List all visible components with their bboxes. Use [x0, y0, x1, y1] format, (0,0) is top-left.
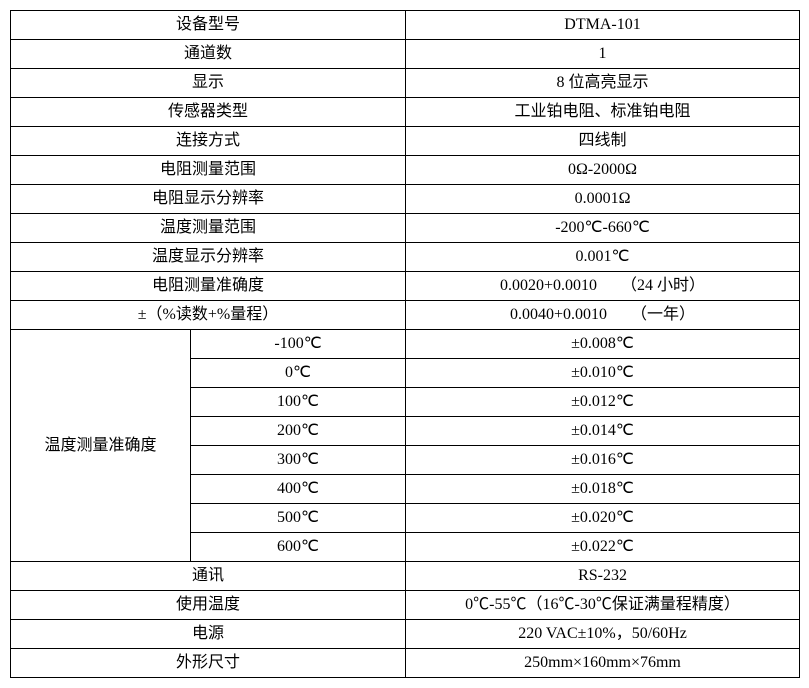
spec-label: 通道数 — [11, 40, 406, 69]
temp-point: 500℃ — [191, 504, 406, 533]
spec-label: 连接方式 — [11, 127, 406, 156]
spec-value: 8 位高亮显示 — [406, 69, 800, 98]
temp-accuracy-value: ±0.010℃ — [406, 359, 800, 388]
resistance-accuracy-label-line2: ±（%读数+%量程） — [11, 301, 406, 330]
spec-label: 通讯 — [11, 562, 406, 591]
table-row: 使用温度 0℃-55℃（16℃-30℃保证满量程精度） — [11, 591, 800, 620]
table-row: 连接方式 四线制 — [11, 127, 800, 156]
spec-label: 显示 — [11, 69, 406, 98]
temp-point: 300℃ — [191, 446, 406, 475]
spec-label: 传感器类型 — [11, 98, 406, 127]
temp-accuracy-value: ±0.012℃ — [406, 388, 800, 417]
temp-point: 600℃ — [191, 533, 406, 562]
table-row: 设备型号 DTMA-101 — [11, 11, 800, 40]
spec-value: 0.001℃ — [406, 243, 800, 272]
temp-accuracy-value: ±0.018℃ — [406, 475, 800, 504]
temp-point: 400℃ — [191, 475, 406, 504]
temp-accuracy-value: ±0.014℃ — [406, 417, 800, 446]
spec-value: RS-232 — [406, 562, 800, 591]
spec-label: 温度测量范围 — [11, 214, 406, 243]
temp-accuracy-label: 温度测量准确度 — [11, 330, 191, 562]
spec-table: 设备型号 DTMA-101 通道数 1 显示 8 位高亮显示 传感器类型 工业铂… — [10, 10, 800, 678]
spec-label: 电阻显示分辨率 — [11, 185, 406, 214]
resistance-accuracy-value: 0.0040+0.0010 （一年） — [406, 301, 800, 330]
table-row: 电阻测量范围 0Ω-2000Ω — [11, 156, 800, 185]
spec-label: 使用温度 — [11, 591, 406, 620]
spec-value: DTMA-101 — [406, 11, 800, 40]
table-row: 温度显示分辨率 0.001℃ — [11, 243, 800, 272]
spec-value: 0Ω-2000Ω — [406, 156, 800, 185]
table-row: 电阻显示分辨率 0.0001Ω — [11, 185, 800, 214]
table-row: 电源 220 VAC±10%，50/60Hz — [11, 620, 800, 649]
temp-accuracy-value: ±0.008℃ — [406, 330, 800, 359]
temp-accuracy-value: ±0.022℃ — [406, 533, 800, 562]
table-row: 温度测量范围 -200℃-660℃ — [11, 214, 800, 243]
table-row: 温度测量准确度 -100℃ ±0.008℃ — [11, 330, 800, 359]
spec-label: 电源 — [11, 620, 406, 649]
spec-value: 0.0001Ω — [406, 185, 800, 214]
temp-point: 100℃ — [191, 388, 406, 417]
temp-point: 0℃ — [191, 359, 406, 388]
spec-value: -200℃-660℃ — [406, 214, 800, 243]
spec-label: 温度显示分辨率 — [11, 243, 406, 272]
temp-accuracy-value: ±0.016℃ — [406, 446, 800, 475]
table-row: 通讯 RS-232 — [11, 562, 800, 591]
temp-point: 200℃ — [191, 417, 406, 446]
spec-value: 1 — [406, 40, 800, 69]
spec-label: 设备型号 — [11, 11, 406, 40]
temp-point: -100℃ — [191, 330, 406, 359]
resistance-accuracy-value: 0.0020+0.0010 （24 小时） — [406, 272, 800, 301]
spec-value: 工业铂电阻、标准铂电阻 — [406, 98, 800, 127]
table-row: 传感器类型 工业铂电阻、标准铂电阻 — [11, 98, 800, 127]
spec-value: 0℃-55℃（16℃-30℃保证满量程精度） — [406, 591, 800, 620]
table-row: ±（%读数+%量程） 0.0040+0.0010 （一年） — [11, 301, 800, 330]
spec-value: 220 VAC±10%，50/60Hz — [406, 620, 800, 649]
resistance-accuracy-label-line1: 电阻测量准确度 — [11, 272, 406, 301]
table-row: 显示 8 位高亮显示 — [11, 69, 800, 98]
table-row: 电阻测量准确度 0.0020+0.0010 （24 小时） — [11, 272, 800, 301]
spec-label: 电阻测量范围 — [11, 156, 406, 185]
table-row: 通道数 1 — [11, 40, 800, 69]
spec-value: 四线制 — [406, 127, 800, 156]
temp-accuracy-value: ±0.020℃ — [406, 504, 800, 533]
